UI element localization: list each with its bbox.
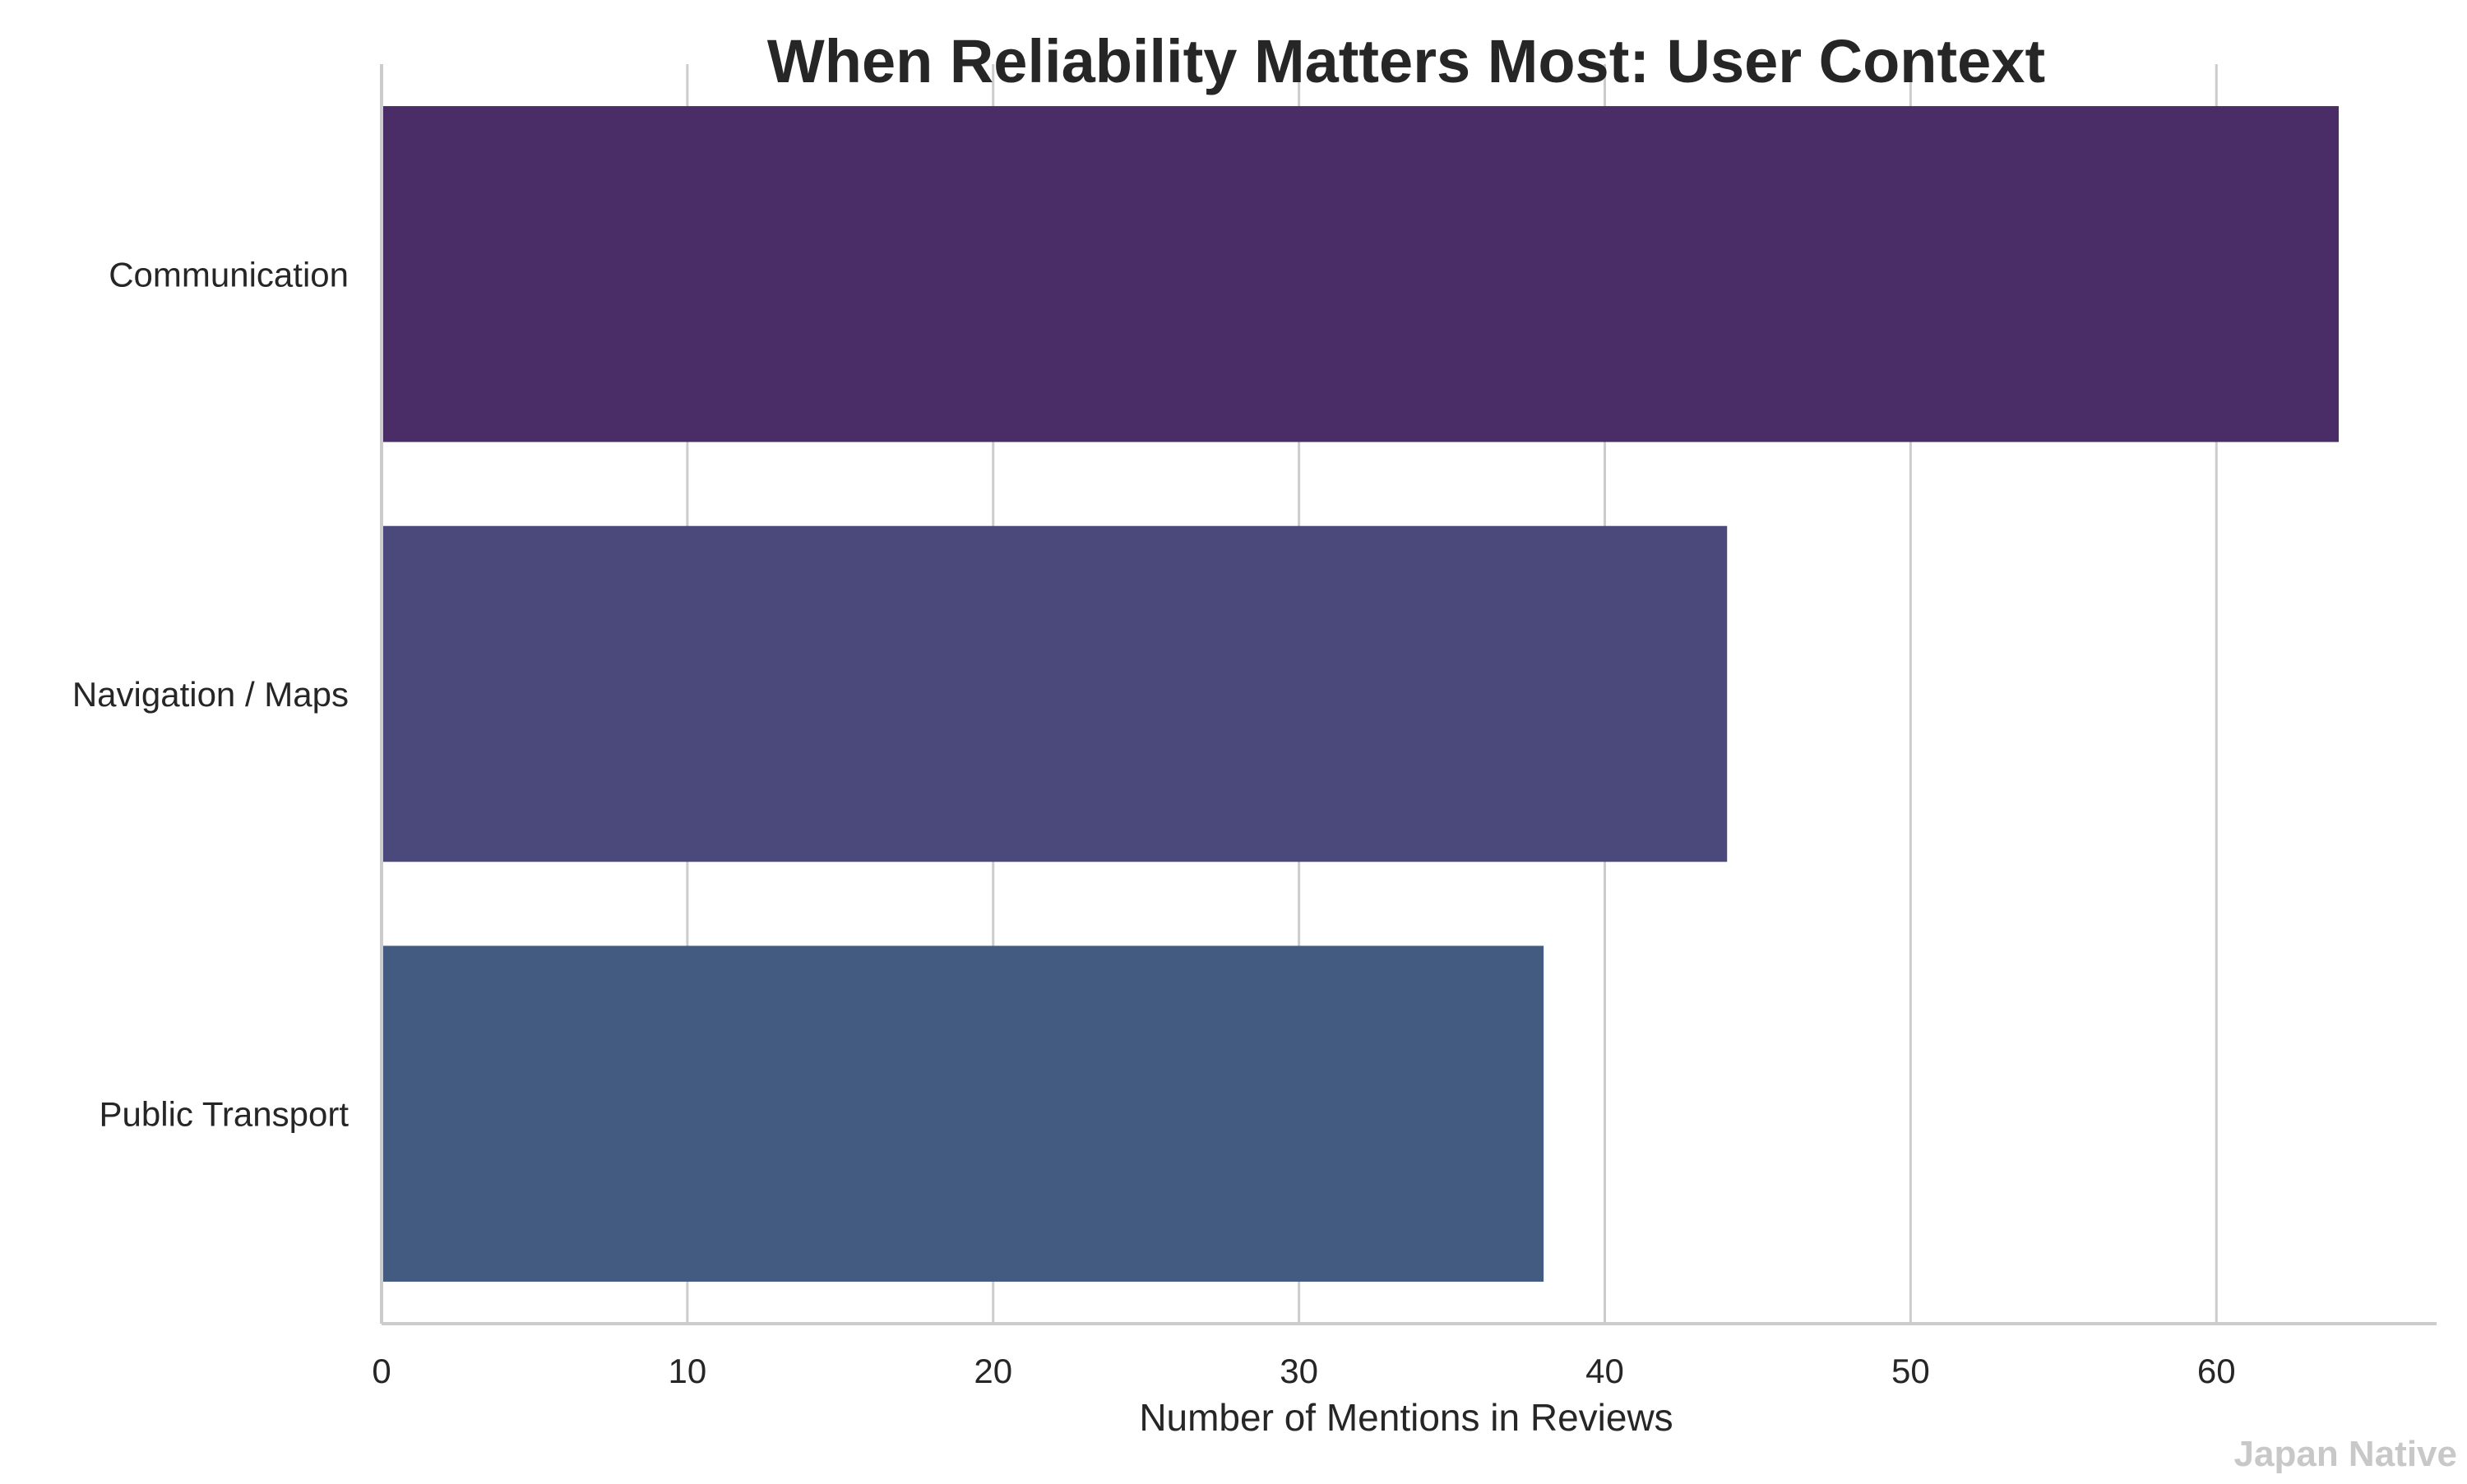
axes <box>380 64 2437 1325</box>
bar-communication <box>382 106 2339 442</box>
x-tick-label: 60 <box>2197 1352 2236 1390</box>
category-labels: Communication Navigation / Maps Public Tra… <box>72 255 349 1133</box>
bar-navigation-maps <box>382 525 1728 862</box>
tick-labels: 0 10 20 30 40 50 60 <box>372 1352 2235 1390</box>
y-category-label: Public Transport <box>100 1095 349 1134</box>
x-tick-label: 50 <box>1891 1352 1930 1390</box>
bar-public-transport <box>382 945 1544 1282</box>
chart-title: When Reliability Matters Most: User Cont… <box>767 27 2045 95</box>
x-axis-label: Number of Mentions in Reviews <box>1139 1396 1673 1439</box>
x-tick-label: 10 <box>669 1352 707 1390</box>
x-tick-label: 20 <box>974 1352 1012 1390</box>
bars <box>382 106 2339 1282</box>
x-tick-label: 0 <box>372 1352 391 1390</box>
y-category-label: Navigation / Maps <box>72 675 349 714</box>
x-tick-label: 30 <box>1280 1352 1318 1390</box>
y-category-label: Communication <box>109 255 349 294</box>
x-tick-label: 40 <box>1585 1352 1624 1390</box>
watermark: Japan Native <box>2234 1434 2457 1474</box>
